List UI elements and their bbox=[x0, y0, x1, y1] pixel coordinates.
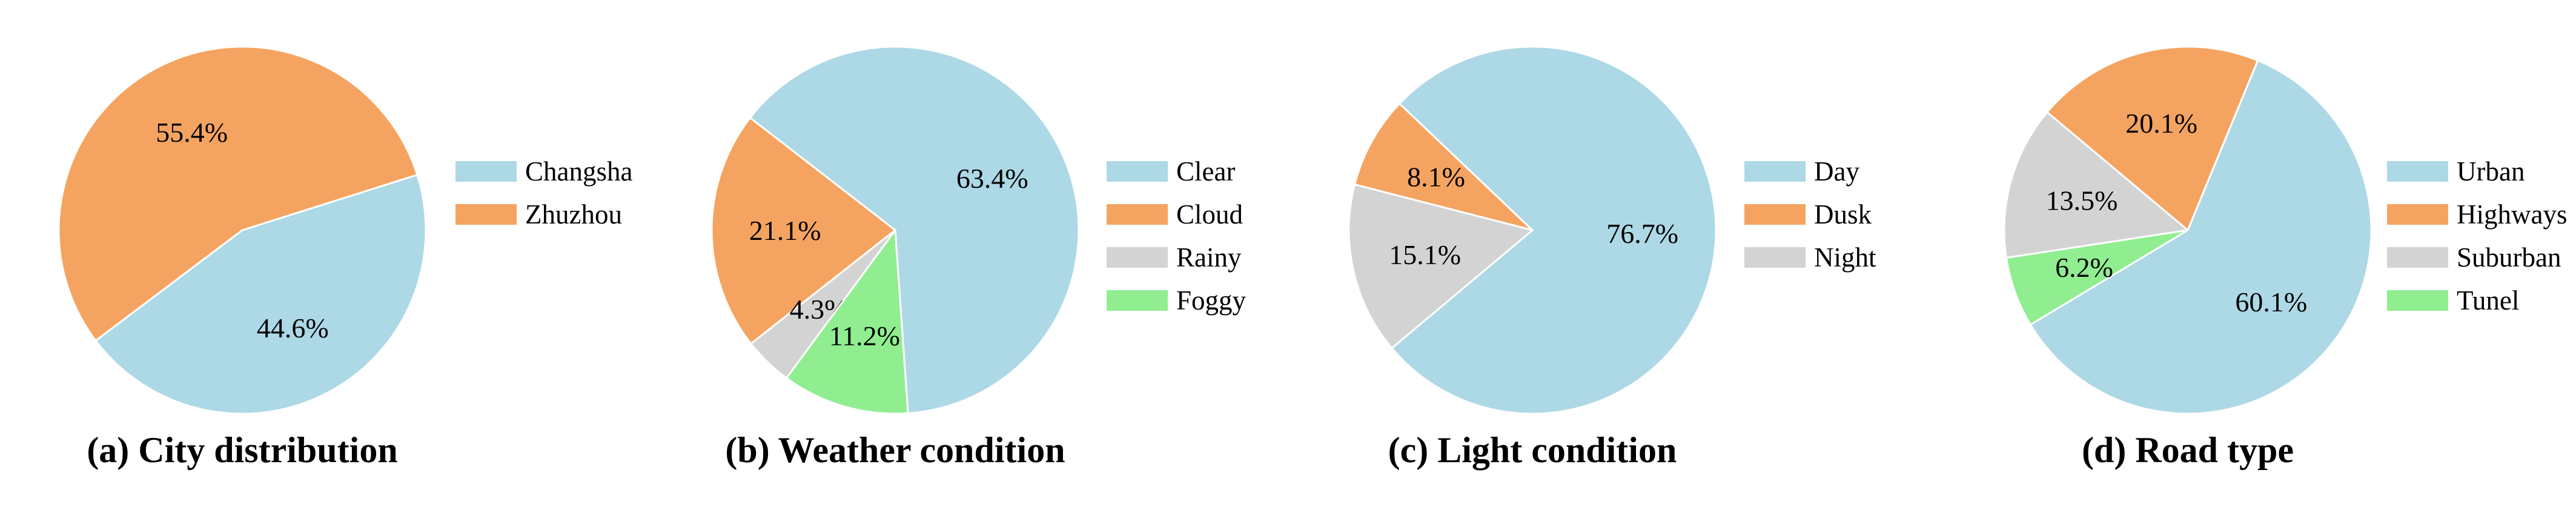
legend-label-dusk: Dusk bbox=[1814, 199, 1872, 230]
slice-highways bbox=[2046, 45, 2259, 231]
slice-cloud bbox=[710, 116, 896, 345]
slice-tunel bbox=[2005, 229, 2189, 326]
legend-label-rainy: Rainy bbox=[1176, 242, 1242, 273]
slice-value-label: 11.2% bbox=[829, 320, 900, 351]
slice-value-label: 55.4% bbox=[156, 117, 228, 148]
legend-swatch-suburban bbox=[2387, 247, 2448, 268]
slice-value-label: 8.1% bbox=[1407, 161, 1465, 192]
legend-swatch-zhuzhou bbox=[455, 204, 517, 225]
chart-caption: (d) Road type bbox=[2082, 430, 2294, 470]
legend-label-day: Day bbox=[1814, 156, 1859, 187]
legend-swatch-tunel bbox=[2387, 290, 2448, 311]
pie-chart-2: 63.4%21.1%4.3%11.2%ClearCloudRainyFoggy(… bbox=[710, 45, 1247, 470]
legend: Urban Highways Suburban Tunel bbox=[2387, 156, 2567, 316]
legend-swatch-foggy bbox=[1107, 290, 1168, 311]
slice-value-label: 76.7% bbox=[1606, 218, 1678, 249]
legend-swatch-clear bbox=[1107, 161, 1168, 182]
slice-value-label: 60.1% bbox=[2235, 287, 2307, 317]
legend-swatch-dusk bbox=[1744, 204, 1806, 225]
chart-caption: (a) City distribution bbox=[87, 430, 397, 470]
legend-label-highways: Highways bbox=[2457, 199, 2567, 230]
legend-swatch-changsha bbox=[455, 161, 517, 182]
slice-value-label: 15.1% bbox=[1389, 239, 1461, 270]
slice-changsha bbox=[94, 174, 427, 415]
legend-label-clear: Clear bbox=[1176, 156, 1235, 187]
slice-night bbox=[1348, 184, 1534, 350]
legend: Changsha Zhuzhou bbox=[455, 156, 633, 230]
legend: Day Dusk Night bbox=[1744, 156, 1876, 273]
legend-label-changsha: Changsha bbox=[525, 156, 633, 187]
legend-swatch-night bbox=[1744, 247, 1806, 268]
pie-chart-3: 76.7% 8.1% 15.1% Day Dusk Night (c) Light cond… bbox=[1348, 45, 1876, 470]
slice-value-label: 44.6% bbox=[257, 313, 329, 343]
slice-value-label: 6.2% bbox=[2055, 252, 2113, 283]
slice-value-label: 21.1% bbox=[749, 215, 821, 246]
slice-suburban bbox=[2003, 111, 2189, 259]
legend-swatch-day bbox=[1744, 161, 1806, 182]
legend-swatch-highways bbox=[2387, 204, 2448, 225]
pie-chart-4: 60.1% 20.1% 13.5% 6.2% Urban Highways Suburban… bbox=[2003, 45, 2567, 470]
slice-day bbox=[1391, 45, 1717, 415]
slice-urban bbox=[2029, 59, 2372, 415]
pie-chart-1: 44.6% 55.4% Changsha Zhuzhou (a) City distri… bbox=[58, 45, 633, 470]
legend-label-zhuzhou: Zhuzhou bbox=[525, 199, 622, 230]
legend-label-tunel: Tunel bbox=[2457, 285, 2519, 316]
legend-label-suburban: Suburban bbox=[2457, 242, 2561, 273]
slice-zhuzhou bbox=[58, 45, 419, 342]
chart-caption: (b) Weather condition bbox=[725, 430, 1065, 470]
slice-clear bbox=[749, 45, 1080, 414]
legend-label-urban: Urban bbox=[2457, 156, 2525, 187]
legend-swatch-rainy bbox=[1107, 247, 1168, 268]
legend-label-cloud: Cloud bbox=[1176, 199, 1243, 230]
legend: Clear Cloud Rainy Foggy bbox=[1107, 156, 1247, 316]
slice-value-label: 63.4% bbox=[956, 163, 1028, 194]
legend-swatch-urban bbox=[2387, 161, 2448, 182]
legend-label-foggy: Foggy bbox=[1176, 285, 1247, 316]
slice-dusk bbox=[1354, 102, 1534, 231]
slice-foggy bbox=[786, 229, 909, 415]
chart-caption: (c) Light condition bbox=[1388, 430, 1677, 470]
legend-swatch-cloud bbox=[1107, 204, 1168, 225]
slice-value-label: 20.1% bbox=[2125, 108, 2197, 139]
legend-label-night: Night bbox=[1814, 242, 1876, 273]
slice-value-label: 13.5% bbox=[2046, 185, 2118, 216]
